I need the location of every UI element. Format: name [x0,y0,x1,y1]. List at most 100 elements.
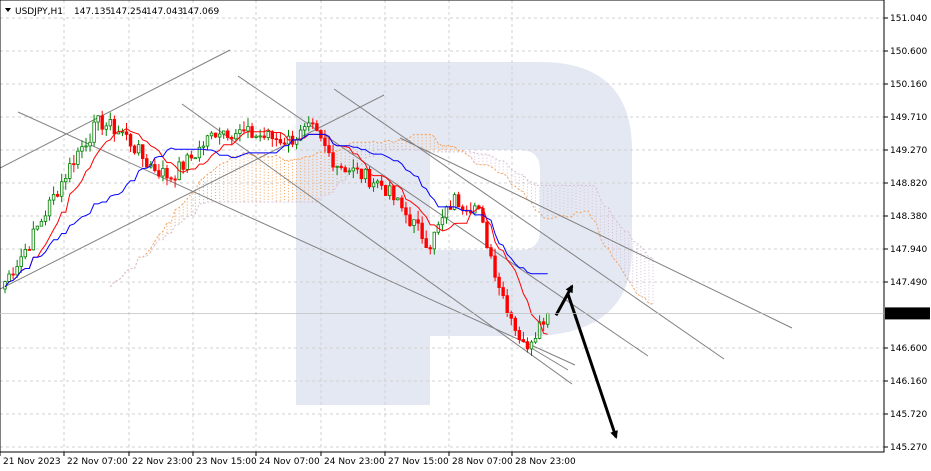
candle-body [189,154,193,159]
candle-body [128,134,133,147]
candle-body [242,129,246,132]
candle-body [173,178,177,181]
trendline [333,88,725,360]
y-tick-label: 147.490 [890,278,927,288]
candle-body [161,168,165,177]
candle-body [371,182,376,188]
candle-body [477,205,481,209]
candle-body [347,170,351,173]
candle-body [355,167,360,170]
candle-body [76,150,80,165]
symbol-dropdown-icon[interactable] [5,8,11,12]
candle-body [343,167,347,173]
x-tick-label: 23 Nov 15:00 [196,457,257,467]
y-tick-label: 149.710 [890,113,927,123]
candle-body [408,214,412,226]
candle-body [505,295,509,314]
candle-body [213,132,218,138]
candle-body [112,119,117,135]
candle-body [274,138,279,141]
candle-body [92,121,96,143]
candle-body [262,135,266,138]
candle-body [201,145,206,148]
current-price-label: 147.069 [888,309,925,319]
candle-body [311,122,315,125]
candle-body [7,273,11,282]
candle-body [35,225,40,230]
candle-body [43,215,48,222]
candle-body [258,135,262,138]
candle-body [489,247,493,257]
candle-body [205,135,210,147]
candle-body [246,126,250,132]
symbol-header: USDJPY,H1 147.135 147.254 147.043 147.06… [5,7,219,17]
candle-body [420,222,424,239]
candle-body [169,177,173,180]
candle-body [282,142,287,145]
candle-body [513,317,517,331]
candle-body [359,168,364,180]
x-tick-label: 27 Nov 15:00 [388,457,449,467]
candle-body [96,115,100,123]
ohlc-low: 147.043 [146,7,183,17]
candle-body [485,221,489,249]
candle-body [51,194,56,201]
candle-body [533,337,538,343]
candle-body [136,144,141,154]
candle-body [80,146,84,152]
ohlc-open: 147.135 [74,7,111,17]
candle-body [529,341,534,350]
trendline [181,103,573,385]
candle-body [412,219,416,226]
candle-body [254,135,258,138]
trendline [527,345,569,371]
candle-body [27,249,31,251]
candle-body [339,165,343,169]
candle-body [15,266,19,276]
candle-body [392,185,396,201]
candle-body [11,273,15,276]
candle-body [327,145,331,154]
candle-body [108,119,112,127]
candle-body [120,131,125,134]
candle-body [388,185,392,196]
candle-body [424,238,428,248]
candle-body [31,228,36,251]
x-tick-label: 24 Nov 07:00 [259,457,320,467]
forecast-arrow-down [566,293,618,439]
candle-body [157,170,161,177]
candle-body [452,194,457,210]
candle-body [363,168,368,180]
ohlc-high: 147.254 [110,7,147,17]
y-tick-label: 146.160 [890,377,927,387]
candle-body [456,194,461,208]
kijun-sen-line [4,133,548,288]
y-tick-label: 148.380 [890,212,927,222]
candle-body [493,255,497,278]
candle-body [145,158,149,168]
candle-body [383,184,388,196]
candle-body [55,194,60,197]
candle-body [509,312,513,319]
candle-body [23,249,27,258]
candle-body [19,256,23,267]
trendline [237,75,649,357]
candle-body [181,161,185,170]
forecast-arrows [554,284,618,439]
candle-body [197,146,202,159]
ichimoku-lines [4,127,548,335]
y-tick-label: 148.820 [890,179,927,189]
candle-body [396,197,400,201]
candle-body [294,139,299,145]
candle-body [541,321,546,325]
candle-body [64,178,68,183]
candle-body [100,115,104,130]
candle-body [323,137,327,146]
current-price-badge [885,307,930,320]
candle-body [39,221,44,227]
candle-body [193,157,198,160]
y-tick-label: 150.160 [890,80,927,90]
candle-body [331,152,335,168]
